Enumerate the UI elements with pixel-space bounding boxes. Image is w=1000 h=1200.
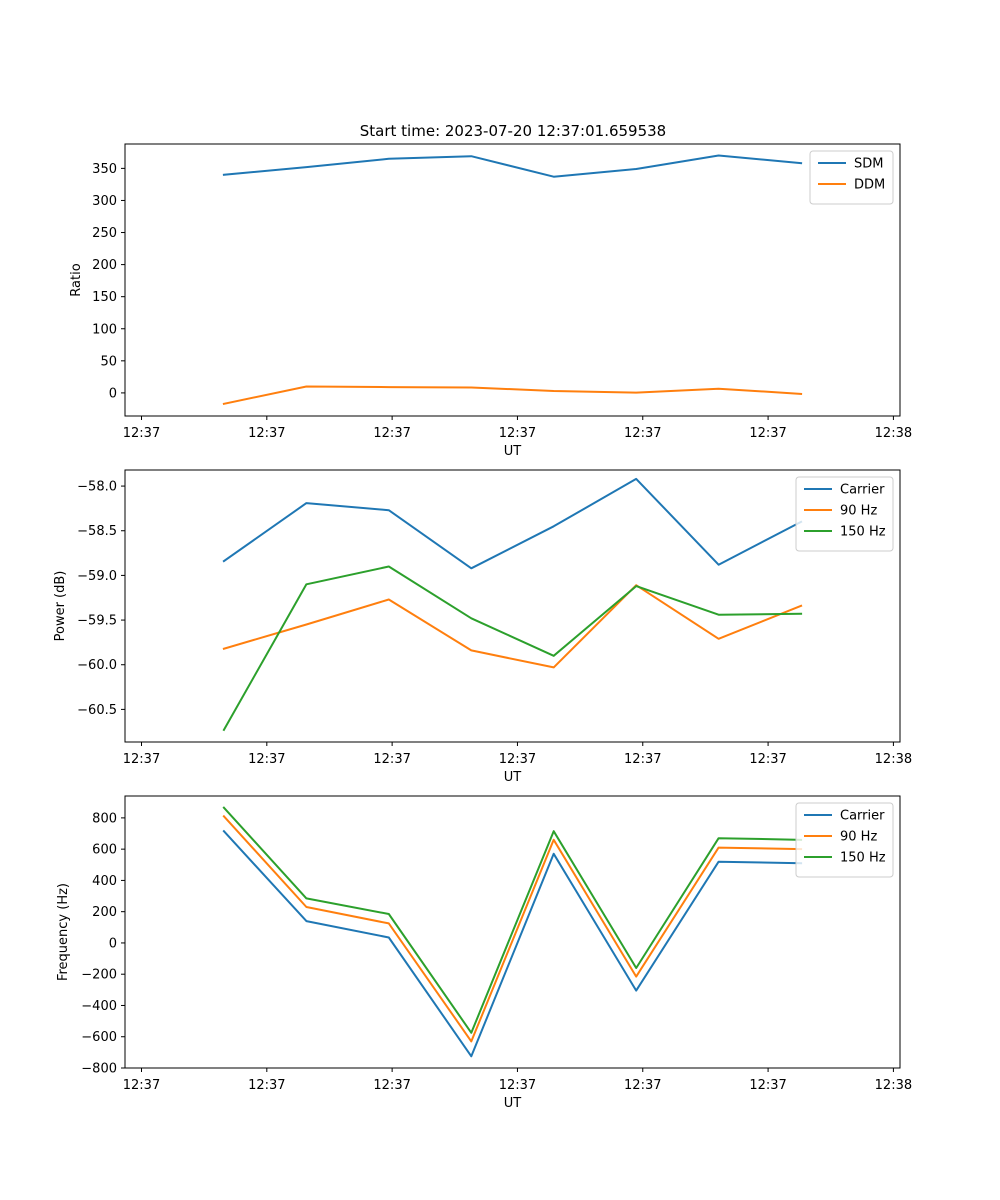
power-subplot: 12:37 12:37 12:37 12:37 12:37 12:37 12:38 −60.5… xyxy=(53,469,912,785)
frequency-y-tick-label: 0 xyxy=(109,936,117,951)
frequency-x-axis-label: UT xyxy=(504,1096,522,1111)
frequency-y-tick-label: 600 xyxy=(92,843,117,858)
power-y-tick-label: −58.0 xyxy=(77,480,117,495)
power-y-tick-label: −59.5 xyxy=(77,614,117,629)
ratio-y-tick-label: 100 xyxy=(92,322,117,337)
power-x-tick-label: 12:37 xyxy=(373,752,410,767)
ratio-subplot: 12:37 12:37 12:37 12:37 12:37 12:37 12:38 0 50 10… xyxy=(69,143,912,459)
ratio-x-tick-label: 12:37 xyxy=(749,426,786,441)
ratio-x-tick-label: 12:38 xyxy=(875,426,912,441)
frequency-series-line-150-hz xyxy=(222,806,803,1034)
ratio-series-line-sdm xyxy=(222,154,803,178)
power-y-tick-label: −58.5 xyxy=(77,524,117,539)
ratio-legend-label: DDM xyxy=(854,178,885,193)
frequency-x-tick-label: 12:38 xyxy=(875,1078,912,1093)
frequency-legend-label: 150 Hz xyxy=(840,851,886,866)
power-x-tick-label: 12:37 xyxy=(123,752,160,767)
ratio-y-axis-label: Ratio xyxy=(69,263,84,296)
ratio-legend-label: SDM xyxy=(854,157,883,172)
ratio-x-tick-label: 12:37 xyxy=(248,426,285,441)
ratio-x-tick-label: 12:37 xyxy=(123,426,160,441)
power-x-tick-label: 12:37 xyxy=(624,752,661,767)
power-x-tick-label: 12:38 xyxy=(875,752,912,767)
power-x-tick-label: 12:37 xyxy=(248,752,285,767)
frequency-x-tick-label: 12:37 xyxy=(373,1078,410,1093)
frequency-subplot: 12:37 12:37 12:37 12:37 12:37 12:37 12:38 −800 −… xyxy=(56,795,912,1111)
frequency-y-tick-label: −400 xyxy=(81,999,117,1014)
frequency-series-line-90-hz xyxy=(222,814,803,1043)
frequency-x-tick-label: 12:37 xyxy=(624,1078,661,1093)
power-series-line-90-hz xyxy=(222,584,803,669)
power-y-tick-label: −60.0 xyxy=(77,658,117,673)
power-legend xyxy=(795,476,894,552)
power-legend-label: 150 Hz xyxy=(840,525,886,540)
power-x-tick-label: 12:37 xyxy=(499,752,536,767)
frequency-legend-label: 90 Hz xyxy=(840,830,877,845)
ratio-x-tick-label: 12:37 xyxy=(373,426,410,441)
ratio-y-tick-label: 250 xyxy=(92,226,117,241)
frequency-series-line-carrier xyxy=(222,829,803,1058)
frequency-y-tick-label: −600 xyxy=(81,1030,117,1045)
frequency-y-tick-label: −200 xyxy=(81,968,117,983)
ratio-y-tick-label: 350 xyxy=(92,162,117,177)
ratio-x-axis-label: UT xyxy=(504,444,522,459)
power-legend-label: Carrier xyxy=(840,483,885,498)
power-y-tick-label: −60.5 xyxy=(77,703,117,718)
power-legend-label: 90 Hz xyxy=(840,504,877,519)
frequency-axes-frame xyxy=(124,795,901,1069)
power-x-tick-label: 12:37 xyxy=(749,752,786,767)
power-y-tick-label: −59.0 xyxy=(77,569,117,584)
frequency-x-tick-label: 12:37 xyxy=(123,1078,160,1093)
ratio-y-tick-label: 200 xyxy=(92,258,117,273)
power-y-axis-label: Power (dB) xyxy=(53,571,68,642)
ratio-axes-frame xyxy=(124,143,901,417)
frequency-legend-label: Carrier xyxy=(840,809,885,824)
frequency-x-tick-label: 12:37 xyxy=(749,1078,786,1093)
frequency-x-tick-label: 12:37 xyxy=(499,1078,536,1093)
power-x-axis-label: UT xyxy=(504,770,522,785)
ratio-x-tick-label: 12:37 xyxy=(624,426,661,441)
power-axes-frame xyxy=(124,469,901,743)
ratio-legend xyxy=(809,150,894,205)
frequency-y-tick-label: 400 xyxy=(92,874,117,889)
ratio-series-line-ddm xyxy=(222,385,803,405)
frequency-y-tick-label: −800 xyxy=(81,1062,117,1077)
frequency-y-axis-label: Frequency (Hz) xyxy=(56,883,71,981)
frequency-y-tick-label: 200 xyxy=(92,905,117,920)
power-series-line-150-hz xyxy=(222,565,803,732)
frequency-y-tick-label: 800 xyxy=(92,811,117,826)
ratio-y-tick-label: 150 xyxy=(92,290,117,305)
figure-title: Start time: 2023-07-20 12:37:01.659538 xyxy=(360,122,666,140)
power-series-line-carrier xyxy=(222,477,803,570)
ratio-y-tick-label: 50 xyxy=(100,354,117,369)
ratio-x-tick-label: 12:37 xyxy=(499,426,536,441)
ratio-y-tick-label: 0 xyxy=(109,386,117,401)
frequency-x-tick-label: 12:37 xyxy=(248,1078,285,1093)
frequency-legend xyxy=(795,802,894,878)
ratio-y-tick-label: 300 xyxy=(92,194,117,209)
